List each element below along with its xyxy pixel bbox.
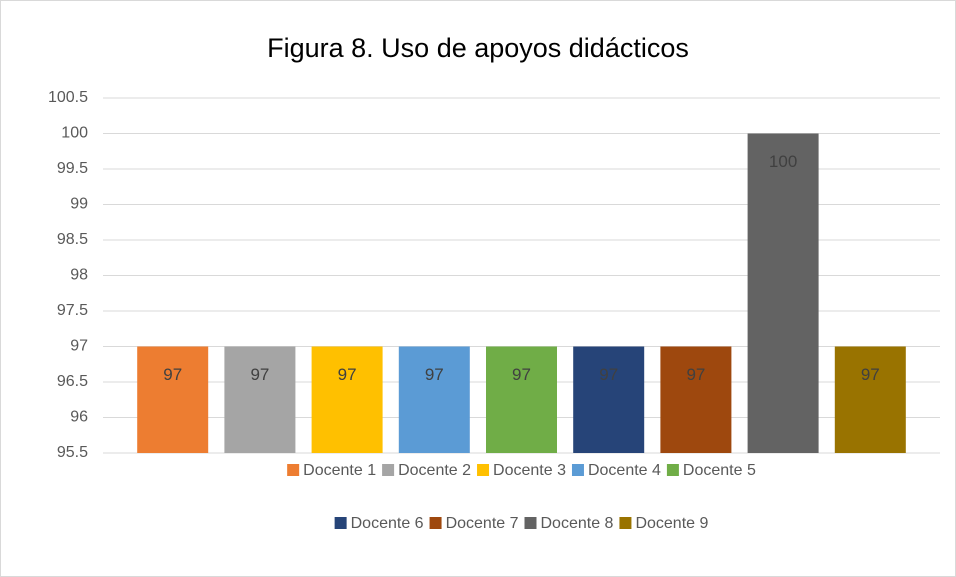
y-tick-label: 98.5 [57,231,88,248]
data-label: 100 [769,152,797,171]
bar [486,346,557,453]
y-tick-label: 96 [70,409,88,426]
y-tick-label: 95.5 [57,444,88,461]
legend-label: Docente 8 [541,515,614,532]
bar [311,346,383,453]
y-tick-label: 99.5 [57,160,88,177]
legend-swatch [287,464,300,476]
legend-label: Docente 4 [588,462,661,479]
bar [398,346,470,453]
data-label: 97 [512,365,531,384]
legend-label: Docente 6 [351,515,424,532]
y-tick-label: 100 [61,125,88,142]
data-label: 97 [163,365,182,384]
data-label: 97 [861,365,880,384]
data-label: 97 [599,365,618,384]
legend-swatch [334,517,347,529]
y-tick-label: 96.5 [57,373,88,390]
bar [137,346,209,453]
y-tick-label: 100.5 [48,89,88,106]
y-tick-label: 99 [70,196,88,213]
legend-swatch [524,517,537,529]
legend-label: Docente 2 [398,462,471,479]
bar [573,346,645,453]
bar [834,346,906,453]
data-label: 97 [425,365,444,384]
bar [224,346,296,453]
y-tick-label: 97 [70,338,88,355]
y-tick-label: 98 [70,267,88,284]
legend-swatch [477,464,490,476]
legend-label: Docente 1 [303,462,376,479]
legend-label: Docente 9 [635,515,708,532]
chart-title: Figura 8. Uso de apoyos didácticos [267,33,689,63]
legend-label: Docente 7 [446,515,519,532]
legend-swatch [571,464,584,476]
y-tick-label: 97.5 [57,302,88,319]
legend-swatch [429,517,442,529]
legend-label: Docente 3 [493,462,566,479]
data-label: 97 [686,365,705,384]
legend-swatch [619,517,632,529]
bar [747,133,819,453]
data-label: 97 [250,365,269,384]
legend-swatch [382,464,395,476]
data-label: 97 [338,365,357,384]
legend-swatch [666,464,679,476]
legend-label: Docente 5 [683,462,756,479]
bar [660,346,732,453]
